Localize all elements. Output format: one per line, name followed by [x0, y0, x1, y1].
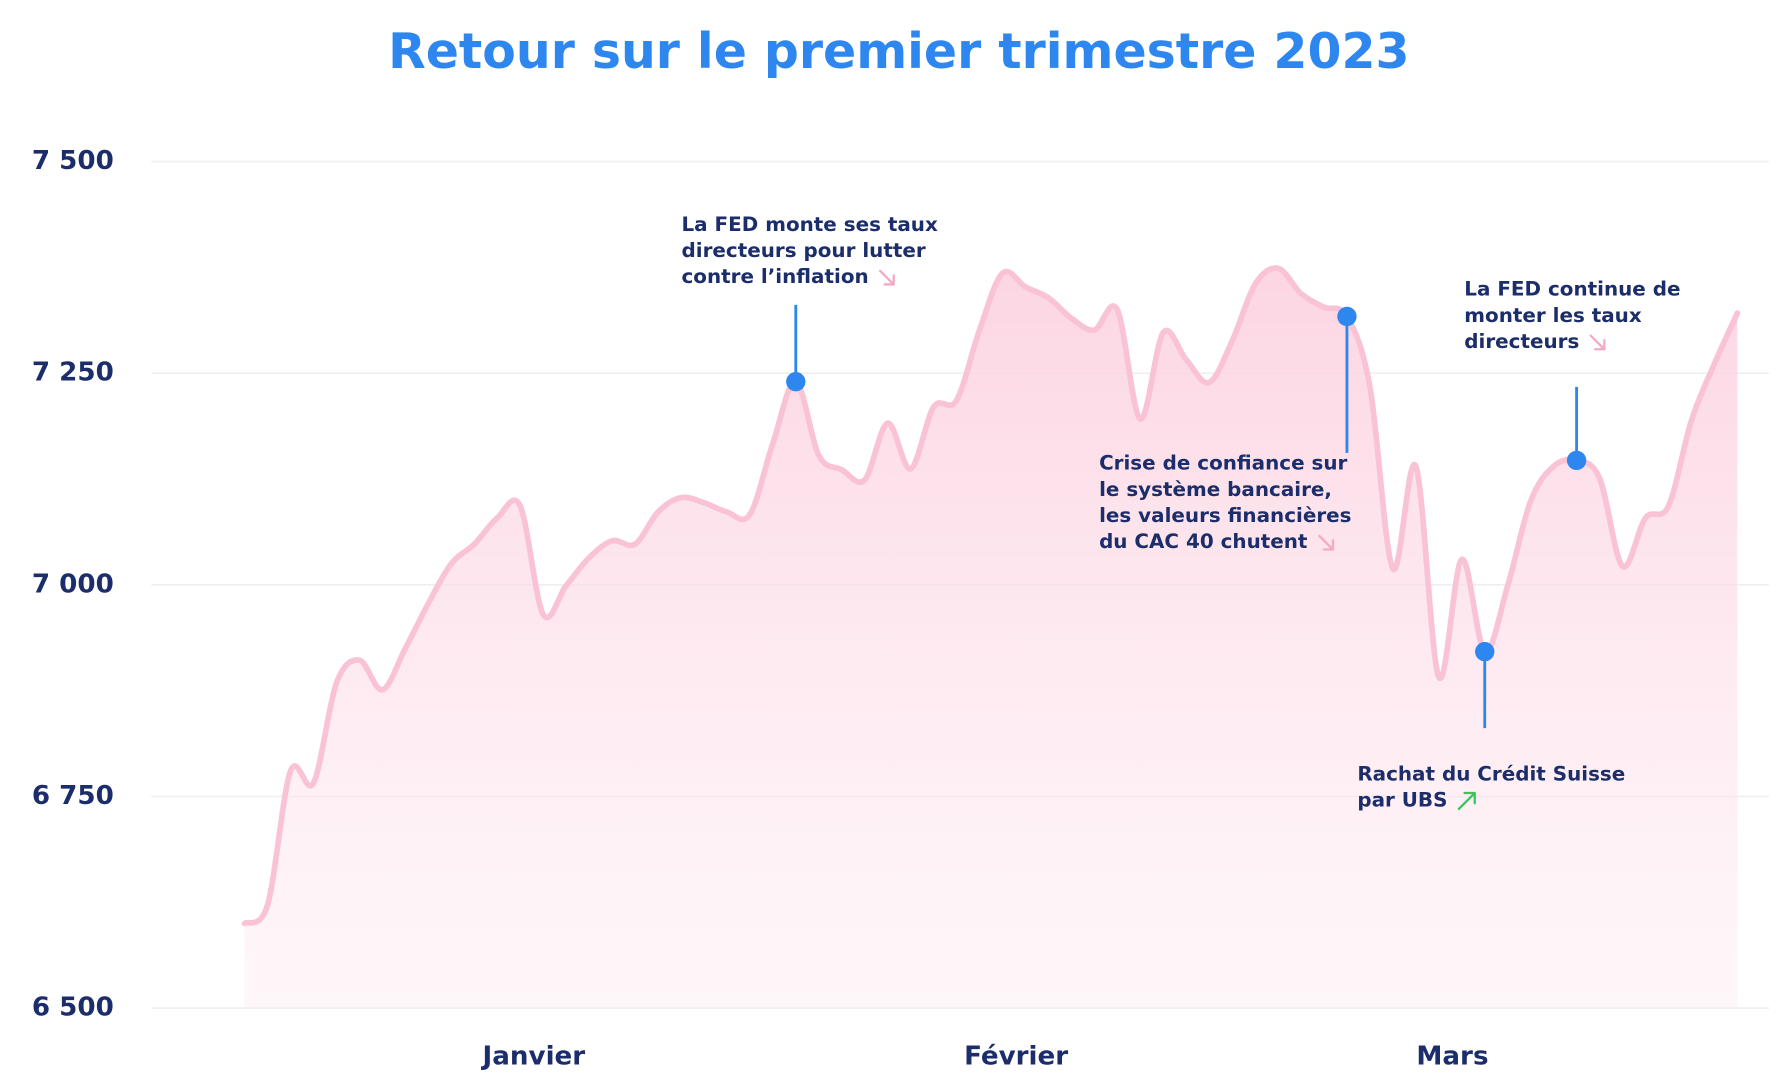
annotation-text: directeurs pour lutter	[682, 239, 926, 262]
annotation-arrow	[1318, 534, 1335, 551]
annotation-dot	[1566, 450, 1587, 471]
x-tick-label: Février	[964, 1041, 1068, 1071]
x-tick-label: Janvier	[481, 1041, 586, 1071]
annotation-text: monter les taux	[1464, 304, 1642, 327]
annotation-arrow	[878, 269, 895, 286]
annotation-text: Crise de confiance sur	[1099, 452, 1347, 475]
annotation-text: le système bancaire,	[1099, 478, 1332, 501]
annotation-text: les valeurs financières	[1099, 504, 1351, 527]
x-tick-label: Mars	[1416, 1041, 1488, 1071]
annotation-text: par UBS	[1357, 788, 1447, 811]
chart-title: Retour sur le premier trimestre 2023	[388, 23, 1409, 80]
annotation-dot	[1475, 642, 1495, 662]
y-tick-label: 7 000	[32, 569, 114, 599]
annotation-arrow	[1589, 334, 1606, 351]
annotation-dot	[1337, 306, 1357, 327]
annotation-text: du CAC 40 chutent	[1099, 530, 1308, 553]
annotation-text: contre l’inflation	[682, 265, 869, 288]
annotation-text: directeurs	[1464, 330, 1579, 353]
annotation-text: La FED monte ses taux	[682, 213, 938, 236]
annotation-dot	[786, 371, 806, 392]
annotation-arrow	[1457, 791, 1476, 811]
area	[244, 267, 1738, 1009]
y-tick-label: 6 500	[32, 993, 114, 1023]
annotation-text: Rachat du Crédit Suisse	[1357, 762, 1625, 785]
y-tick-label: 7 250	[32, 358, 114, 388]
y-tick-label: 7 500	[32, 146, 114, 176]
y-tick-label: 6 750	[32, 781, 114, 811]
annotation-text: La FED continue de	[1464, 278, 1680, 301]
